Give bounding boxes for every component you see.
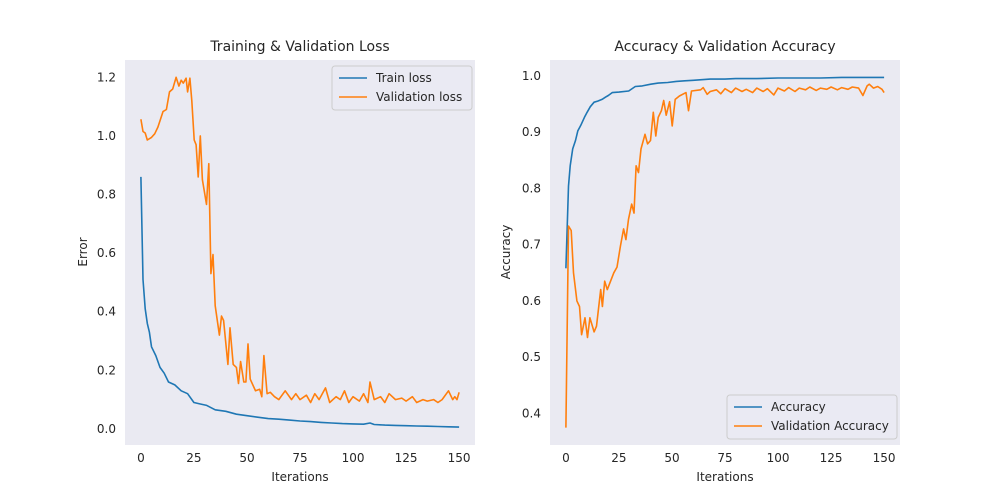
plot-area — [125, 60, 475, 445]
x-tick-label: 0 — [137, 451, 145, 465]
plot-area — [550, 60, 900, 445]
y-tick-label: 1.0 — [97, 129, 116, 143]
axis-ticks: 0 25 50 75 100 125 150 0.4 0.5 0.6 0.7 0.8 0.9 1.0 — [522, 69, 896, 465]
y-tick-label: 0.6 — [522, 294, 541, 308]
x-tick-label: 25 — [611, 451, 626, 465]
x-tick-label: 100 — [342, 451, 365, 465]
y-tick-label: 0.4 — [522, 406, 541, 420]
x-tick-label: 150 — [873, 451, 896, 465]
y-axis-label: Accuracy — [499, 225, 513, 280]
y-tick-label: 0.6 — [97, 246, 116, 260]
x-tick-label: 0 — [562, 451, 570, 465]
x-tick-label: 50 — [664, 451, 679, 465]
legend-box — [331, 65, 473, 111]
train-series-line — [140, 176, 460, 428]
series-lines — [140, 76, 460, 428]
x-tick-label: 100 — [767, 451, 790, 465]
chart-title: Training & Validation Loss — [209, 39, 389, 55]
y-tick-label: 0.7 — [522, 238, 541, 252]
x-tick-label: 25 — [186, 451, 201, 465]
x-tick-label: 75 — [292, 451, 307, 465]
x-tick-label: 75 — [717, 451, 732, 465]
y-tick-label: 0.8 — [97, 187, 116, 201]
y-tick-label: 0.9 — [522, 125, 541, 139]
x-tick-label: 125 — [820, 451, 843, 465]
x-tick-label: 150 — [448, 451, 471, 465]
legend-box — [726, 394, 898, 440]
y-tick-label: 0.4 — [97, 305, 116, 319]
y-axis-label: Error — [76, 237, 90, 266]
x-axis-label: Iterations — [696, 470, 753, 484]
legend: Train loss Validation loss — [331, 65, 473, 111]
loss-chart: Training & Validation Loss Iterations Er… — [76, 39, 475, 484]
axis-ticks: 0 25 50 75 100 125 150 0.0 0.2 0.4 0.6 0.8 1.0 1.2 — [97, 70, 471, 465]
y-tick-label: 1.0 — [522, 69, 541, 83]
y-tick-label: 0.0 — [97, 422, 116, 436]
chart-title: Accuracy & Validation Accuracy — [614, 39, 835, 55]
legend: Accuracy Validation Accuracy — [726, 394, 898, 440]
accuracy-chart: Accuracy & Validation Accuracy Iteration… — [499, 39, 900, 484]
x-axis-label: Iterations — [271, 470, 328, 484]
y-tick-label: 0.2 — [97, 363, 116, 377]
legend-label: Validation loss — [376, 90, 462, 104]
x-tick-label: 50 — [239, 451, 254, 465]
legend-label: Train loss — [375, 71, 432, 85]
x-tick-label: 125 — [395, 451, 418, 465]
y-tick-label: 0.5 — [522, 350, 541, 364]
validation-series-line — [565, 83, 885, 428]
y-tick-label: 1.2 — [97, 70, 116, 84]
legend-label: Validation Accuracy — [771, 419, 889, 433]
legend-label: Accuracy — [771, 400, 826, 414]
y-tick-label: 0.8 — [522, 181, 541, 195]
train-series-line — [565, 76, 885, 269]
series-lines — [565, 76, 885, 428]
validation-series-line — [140, 76, 460, 404]
